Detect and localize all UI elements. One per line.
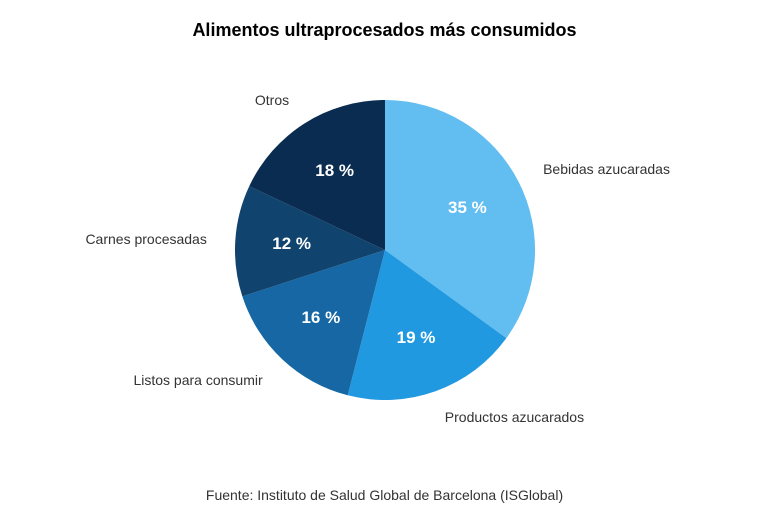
pie-slice-category-label: Carnes procesadas bbox=[85, 231, 206, 247]
pie-slice-category-label: Otros bbox=[255, 92, 289, 108]
pie-chart: 35 % Bebidas azucaradas 19 % Productos azuc… bbox=[0, 60, 769, 440]
pie-slice-category-label: Productos azucarados bbox=[445, 409, 584, 425]
pie-slice-value-label: 12 % bbox=[272, 234, 311, 254]
chart-source: Fuente: Instituto de Salud Global de Bar… bbox=[0, 487, 769, 503]
pie-slice-value-label: 16 % bbox=[301, 308, 340, 328]
pie-slice-value-label: 19 % bbox=[397, 328, 436, 348]
pie-slice-category-label: Listos para consumir bbox=[133, 372, 262, 388]
pie-slice-value-label: 35 % bbox=[448, 198, 487, 218]
pie-slice-category-label: Bebidas azucaradas bbox=[543, 161, 670, 177]
chart-title: Alimentos ultraprocesados más consumidos bbox=[0, 20, 769, 41]
pie-slice-value-label: 18 % bbox=[315, 161, 354, 181]
